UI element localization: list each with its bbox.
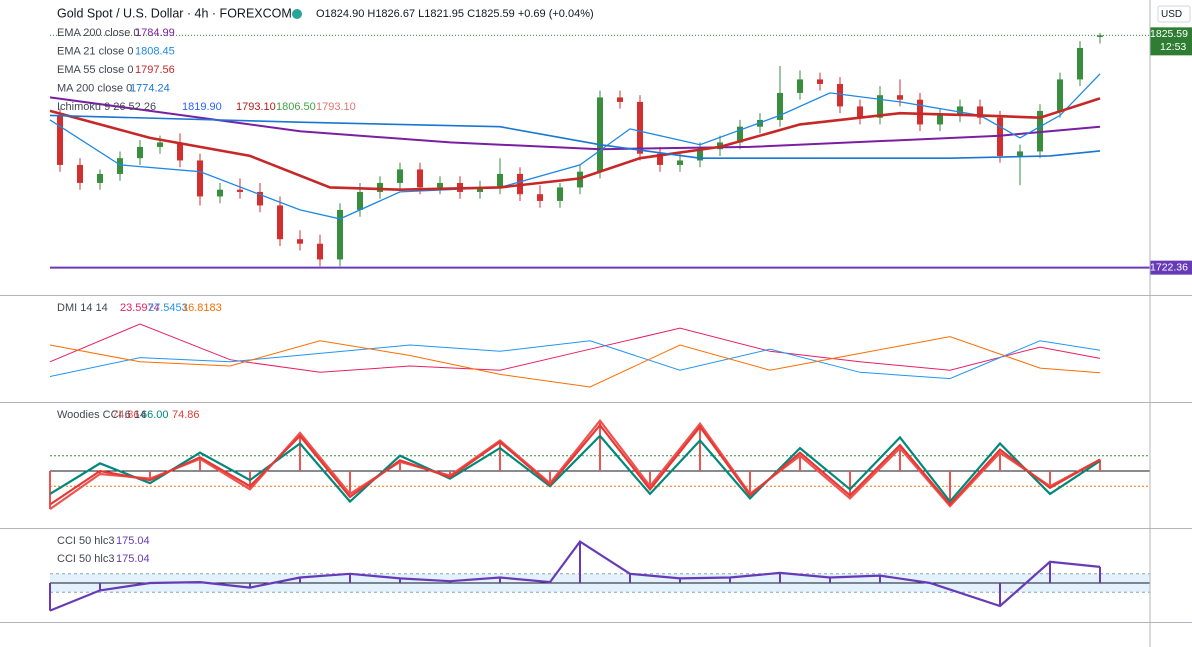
- candle-body: [157, 142, 163, 147]
- candle-body: [177, 142, 183, 161]
- hline-price-label: 1722.36: [1150, 261, 1188, 273]
- indicator-name: DMI 14 14: [57, 302, 108, 314]
- indicator-value: 66.00: [141, 409, 169, 421]
- indicator-line: [49, 540, 1101, 612]
- candle-body: [597, 97, 603, 172]
- indicator-value: 23.5974: [120, 302, 160, 314]
- candle-body: [117, 158, 123, 174]
- candle-body: [337, 209, 343, 260]
- candle-body: [837, 83, 843, 107]
- candle-body: [1077, 47, 1083, 80]
- overlay-line: [49, 114, 1101, 159]
- candle-body: [897, 95, 903, 100]
- candle-body: [277, 205, 283, 240]
- overlay-line: [49, 97, 1101, 192]
- candle-body: [797, 79, 803, 93]
- candle-body: [937, 115, 943, 125]
- candle-body: [677, 160, 683, 165]
- indicator-name: EMA 55 close 0: [57, 64, 133, 76]
- candle-body: [1097, 35, 1103, 37]
- indicator-value: 1808.45: [135, 45, 175, 57]
- candle-body: [197, 160, 203, 197]
- currency-button[interactable]: [1157, 5, 1191, 23]
- overlay-line: [49, 96, 1101, 151]
- candle-body: [137, 146, 143, 159]
- candle-body: [77, 164, 83, 183]
- indicator-name: Ichimoku 9 26 52 26: [57, 101, 156, 113]
- hline-price-tag: [1150, 260, 1192, 275]
- indicator-line: [49, 423, 1101, 507]
- candle-body: [1057, 79, 1063, 111]
- indicator-value: 1784.99: [135, 27, 175, 39]
- candle-body: [257, 191, 263, 206]
- candle-body: [817, 79, 823, 84]
- indicator-line: [49, 323, 1101, 373]
- indicator-line: [49, 418, 1101, 511]
- market-status: [292, 9, 302, 19]
- candle-body: [557, 187, 563, 201]
- indicator-line: [49, 336, 1101, 388]
- overlay-line: [49, 73, 1101, 220]
- indicator-name: CCI 50 hlc3: [57, 553, 114, 565]
- candle-body: [417, 169, 423, 188]
- indicator-value: 1797.56: [135, 64, 175, 76]
- indicator-line: [49, 434, 1101, 504]
- candle-body: [857, 106, 863, 118]
- candle-body: [477, 187, 483, 192]
- indicator-value: 74.86: [172, 409, 200, 421]
- indicator-name: EMA 200 close 0: [57, 27, 140, 39]
- ohlc: O1824.90 H1826.67 L1821.95 C1825.59 +0.6…: [316, 8, 594, 20]
- candle-body: [397, 169, 403, 183]
- indicator-value: 175.04: [116, 553, 150, 565]
- candle-body: [357, 191, 363, 210]
- candle-body: [737, 126, 743, 143]
- last-price-label: 1825.59: [1150, 28, 1188, 40]
- symbol-title: Gold Spot / U.S. Dollar · 4h · FOREXCOM: [57, 6, 292, 20]
- candle-body: [657, 153, 663, 165]
- indicator-value: 175.04: [116, 535, 150, 547]
- indicator-value: 1806.50: [276, 101, 316, 113]
- indicator-value: 1819.90: [182, 101, 222, 113]
- candle-body: [297, 239, 303, 244]
- indicator-name: Woodies CCI 6 14: [57, 409, 146, 421]
- candle-body: [237, 189, 243, 192]
- candle-body: [1017, 151, 1023, 156]
- candle-body: [57, 115, 63, 165]
- candle-body: [497, 173, 503, 188]
- candle-body: [917, 99, 923, 125]
- indicator-name: CCI 50 hlc3: [57, 535, 114, 547]
- indicator-value: 16.8183: [182, 302, 222, 314]
- candle-body: [317, 243, 323, 260]
- indicator-value: 27.5453: [148, 302, 188, 314]
- candle-body: [777, 92, 783, 120]
- candle-body: [97, 173, 103, 183]
- candle-body: [437, 182, 443, 188]
- candle-body: [697, 149, 703, 161]
- indicator-value: 74.86: [112, 409, 140, 421]
- candle-body: [537, 194, 543, 201]
- currency[interactable]: USD: [1161, 9, 1182, 20]
- candle-body: [997, 117, 1003, 156]
- indicator-name: EMA 21 close 0: [57, 45, 133, 57]
- indicator-value: 1793.10: [236, 101, 276, 113]
- candle-body: [877, 95, 883, 118]
- bar-countdown: 12:53: [1160, 41, 1186, 53]
- last-price-tag: [1150, 27, 1192, 56]
- candle-body: [977, 106, 983, 118]
- candle-body: [957, 106, 963, 116]
- candle-body: [617, 97, 623, 102]
- candle-body: [217, 189, 223, 197]
- plot: [49, 27, 1192, 612]
- indicator-line: [49, 340, 1101, 380]
- indicator-value: 1774.24: [130, 82, 170, 94]
- indicator-value: 1793.10: [316, 101, 356, 113]
- indicator-name: MA 200 close 0: [57, 82, 132, 94]
- candle-body: [637, 101, 643, 154]
- candle-body: [377, 182, 383, 192]
